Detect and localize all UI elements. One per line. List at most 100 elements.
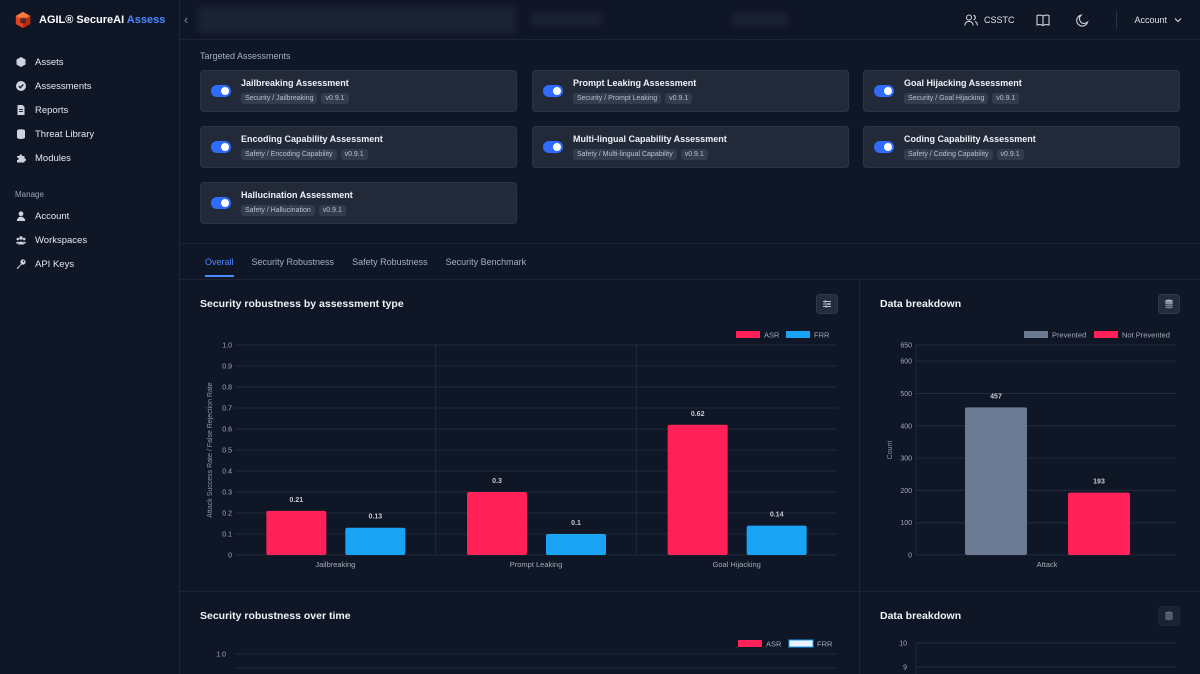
assessment-tags: Safety / Encoding Capability v0.9.1	[241, 149, 368, 160]
panel-title: Security robustness over time	[200, 610, 351, 622]
brand[interactable]: AGIL® SecureAI Assess	[14, 10, 165, 30]
sidebar-item-assessments[interactable]: Assessments	[0, 74, 180, 98]
y-tick-label: 1.0	[216, 652, 226, 659]
legend-swatch-frr	[786, 331, 810, 338]
legend-swatch	[788, 639, 814, 648]
tab-safety-robustness[interactable]: Safety Robustness	[352, 257, 428, 267]
sidebar-item-assets[interactable]: Assets	[0, 50, 180, 74]
legend-swatch	[1024, 331, 1048, 338]
report-tabs: Overall Security Robustness Safety Robus…	[180, 245, 1200, 280]
x-tick-label: Prompt Leaking	[510, 560, 563, 569]
assessment-card[interactable]: Jailbreaking Assessment Security / Jailbr…	[200, 70, 517, 112]
main-nav: Assets Assessments Reports Threat Librar…	[0, 50, 180, 170]
legend-label: Not Prevented	[1122, 331, 1170, 340]
y-tick-label: 100	[900, 520, 912, 527]
robustness-bar-chart: 0 0.1 0.2 0.3 0.4 0.5 0.6 0.7 0.8 0.9 1.0 0.21 0.13 J…	[207, 331, 837, 569]
y-tick-label: 0.5	[222, 448, 232, 455]
database-icon	[17, 129, 25, 139]
data-breakdown-bar-chart: 0 100 200 300 400 500 600 650 457 193 Attack Count P…	[887, 331, 1176, 569]
assessment-card[interactable]: Hallucination Assessment Safety / Halluci…	[200, 182, 517, 224]
y-tick-label: 600	[900, 359, 912, 366]
assessment-card[interactable]: Coding Capability Assessment Safety / Cod…	[863, 126, 1180, 168]
sidebar-item-threat-library[interactable]: Threat Library	[0, 122, 180, 146]
y-tick-label: 0.7	[222, 406, 232, 413]
org-switcher[interactable]: CSSTC	[964, 14, 1015, 26]
account-menu[interactable]: Account	[1134, 15, 1182, 25]
assessment-card[interactable]: Encoding Capability Assessment Safety / E…	[200, 126, 517, 168]
bar-prevented	[965, 407, 1027, 555]
assessment-tags: Safety / Hallucination v0.9.1	[241, 205, 346, 216]
data-label: 0.13	[369, 514, 383, 521]
sidebar-item-reports[interactable]: Reports	[0, 98, 180, 122]
chart-settings-button[interactable]	[816, 294, 838, 314]
assessment-tags: Security / Prompt Leaking v0.9.1	[573, 93, 693, 104]
version-tag: v0.9.1	[340, 149, 368, 160]
sidebar-item-api-keys[interactable]: API Keys	[0, 252, 180, 276]
assessment-toggle[interactable]	[874, 85, 894, 97]
bar-asr	[667, 424, 728, 555]
version-tag: v0.9.1	[992, 93, 1020, 104]
assessment-tags: Security / Jailbreaking v0.9.1	[241, 93, 349, 104]
sliders-icon	[823, 300, 831, 308]
assessment-title: Jailbreaking Assessment	[241, 78, 349, 88]
category-tag: Security / Jailbreaking	[241, 93, 318, 104]
manage-section-label: Manage	[15, 190, 44, 199]
legend-label: ASR	[766, 640, 782, 649]
users-icon	[16, 236, 26, 245]
org-label: CSSTC	[983, 15, 1015, 25]
redacted-field	[198, 6, 516, 34]
sidebar-item-label: Workspaces	[35, 234, 88, 246]
assessment-toggle[interactable]	[211, 141, 231, 153]
hexagon-logo-icon	[15, 11, 31, 29]
y-tick-label: 0.2	[222, 511, 232, 518]
tab-security-robustness[interactable]: Security Robustness	[251, 257, 335, 267]
assessment-toggle[interactable]	[874, 141, 894, 153]
top-right-actions: CSSTC Account	[964, 0, 1182, 40]
sidebar-item-workspaces[interactable]: Workspaces	[0, 228, 180, 252]
data-source-button[interactable]	[1158, 294, 1180, 314]
sidebar-item-modules[interactable]: Modules	[0, 146, 180, 170]
assessment-card[interactable]: Multi-lingual Capability Assessment Safet…	[532, 126, 849, 168]
sidebar-item-account[interactable]: Account	[0, 204, 180, 228]
data-breakdown-panel: Data breakdown 0 100 200 300 400 500 600 650 457…	[860, 281, 1200, 592]
category-tag: Safety / Coding Capability	[904, 149, 993, 160]
data-source-button[interactable]	[1158, 606, 1180, 626]
targeted-assessments-section: Targeted Assessments Jailbreaking Assess…	[180, 41, 1200, 244]
assessment-title: Goal Hijacking Assessment	[904, 78, 1022, 88]
data-label: 0.1	[571, 520, 581, 527]
panel-title: Data breakdown	[880, 298, 962, 310]
moon-icon[interactable]	[1076, 13, 1090, 27]
legend-swatch-asr	[736, 331, 760, 338]
y-tick-label: 0.1	[222, 532, 232, 539]
bar-frr	[546, 534, 606, 555]
assessment-toggle[interactable]	[211, 85, 231, 97]
sidebar: AGIL® SecureAI Assess Assets Assessments…	[0, 0, 180, 674]
bar-frr	[345, 527, 406, 555]
assessment-toggle[interactable]	[543, 85, 563, 97]
x-tick-label: Goal Hijacking	[712, 560, 760, 569]
bar-asr	[467, 492, 527, 555]
y-tick-label: 0.9	[222, 364, 232, 371]
database-icon	[1165, 611, 1173, 621]
y-tick-label: 0.4	[222, 469, 232, 476]
robustness-over-time-panel: Security robustness over time 1.0 ASR FRR	[180, 592, 860, 674]
book-open-icon[interactable]	[1036, 13, 1051, 27]
assessment-toggle[interactable]	[211, 197, 231, 209]
data-breakdown-panel-2: Data breakdown 10 9	[860, 592, 1200, 674]
x-tick-label: Jailbreaking	[315, 560, 355, 569]
tab-security-benchmark[interactable]: Security Benchmark	[445, 257, 527, 267]
divider	[1116, 11, 1118, 29]
sidebar-item-label: Modules	[35, 152, 71, 164]
assessment-toggle[interactable]	[543, 141, 563, 153]
y-tick-label: 400	[900, 423, 912, 430]
legend-label: Prevented	[1052, 331, 1086, 340]
sidebar-item-label: Threat Library	[35, 128, 95, 140]
collapse-sidebar-chevron-icon[interactable]: ‹	[183, 12, 189, 27]
data-label: 0.3	[492, 478, 502, 485]
tab-overall[interactable]: Overall	[197, 245, 242, 279]
y-tick-label: 0	[908, 553, 912, 560]
account-label: Account	[1134, 15, 1167, 25]
assessment-card[interactable]: Goal Hijacking Assessment Security / Goal…	[863, 70, 1180, 112]
sidebar-item-label: Assessments	[35, 80, 92, 92]
assessment-card[interactable]: Prompt Leaking Assessment Security / Prom…	[532, 70, 849, 112]
